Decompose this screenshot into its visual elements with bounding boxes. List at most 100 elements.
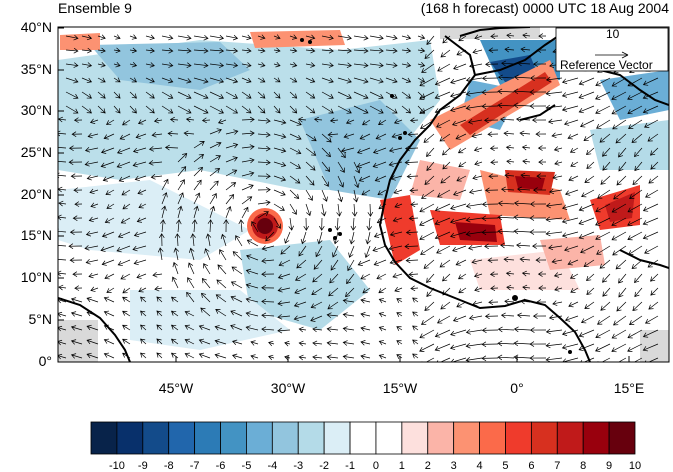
wind-vector <box>326 312 339 318</box>
wind-vector <box>184 352 195 359</box>
wind-vector <box>545 76 563 83</box>
wind-vector <box>389 259 403 265</box>
wind-vector <box>410 201 419 208</box>
wind-vector <box>434 329 451 338</box>
wind-vector <box>184 338 195 345</box>
wind-vector <box>561 105 579 112</box>
wind-vector <box>417 62 426 68</box>
colorbar-swatch <box>297 421 325 455</box>
wind-vector <box>515 116 531 123</box>
wind-vector <box>129 47 138 54</box>
wind-vector <box>618 161 627 172</box>
wind-vector <box>277 273 291 280</box>
wind-vector <box>497 214 515 221</box>
wind-vector <box>392 217 403 223</box>
wind-vector <box>490 33 499 39</box>
wind-vector <box>245 311 259 317</box>
wind-vector <box>261 257 275 264</box>
wind-vector <box>331 245 339 258</box>
wind-vector <box>177 34 192 41</box>
wind-vector <box>122 324 131 331</box>
wind-vector <box>265 231 275 242</box>
wind-vector <box>596 119 611 129</box>
wind-vector <box>378 354 387 360</box>
wind-vector <box>220 233 227 247</box>
colorbar-label: 8 <box>580 460 587 472</box>
wind-vector <box>450 329 467 337</box>
wind-vector <box>261 245 275 251</box>
wind-vector <box>170 324 179 331</box>
wind-vector <box>100 245 115 252</box>
wind-vector <box>138 203 147 209</box>
wind-vector <box>506 284 515 291</box>
wind-vector <box>81 34 93 41</box>
colorbar-label: -2 <box>319 460 330 472</box>
wind-vector <box>570 287 579 293</box>
wind-vector <box>209 62 225 68</box>
wind-vector <box>372 245 387 253</box>
wind-vector <box>602 147 611 157</box>
wind-vector <box>505 144 515 151</box>
wind-vector <box>613 315 627 326</box>
wind-vector <box>320 203 327 217</box>
wind-vector <box>578 217 595 226</box>
wind-vector <box>467 118 483 125</box>
wind-vector <box>337 47 352 54</box>
wind-vector <box>642 329 659 338</box>
wind-vector <box>421 189 435 199</box>
wind-vector <box>284 354 291 361</box>
wind-vector <box>497 74 515 81</box>
wind-vector <box>481 103 499 110</box>
wind-vector <box>618 273 627 284</box>
wind-vector <box>81 62 93 68</box>
wind-vector <box>350 217 357 231</box>
wind-vector <box>532 187 547 193</box>
wind-vector <box>436 245 451 254</box>
wind-vector <box>273 147 287 153</box>
wind-vector <box>193 192 201 205</box>
wind-vector <box>241 171 255 177</box>
wind-vector <box>156 296 163 303</box>
colorbar-swatch <box>246 421 273 455</box>
wind-vector <box>119 133 131 140</box>
wind-vector <box>629 189 643 199</box>
wind-vector <box>436 315 451 324</box>
wind-vector <box>385 47 398 54</box>
wind-vector <box>401 77 412 83</box>
colorbar-swatch <box>427 421 455 455</box>
wind-vector <box>474 34 483 40</box>
wind-vector <box>184 324 195 331</box>
wind-vector <box>58 116 67 123</box>
wind-vector <box>257 159 271 166</box>
wind-vector <box>648 301 659 310</box>
wind-vector <box>420 119 435 129</box>
wind-vector <box>471 258 483 265</box>
wind-vector <box>293 315 307 321</box>
wind-vector <box>140 352 147 359</box>
wind-vector <box>538 159 547 165</box>
wind-vector <box>385 62 398 68</box>
wind-vector <box>209 205 216 219</box>
wind-vector <box>177 153 188 163</box>
wind-vector <box>365 231 371 245</box>
colorbar-swatch <box>505 421 532 455</box>
wind-vector <box>529 341 547 347</box>
wind-vector <box>116 245 131 253</box>
wind-vector <box>378 287 387 294</box>
wind-vector <box>209 105 225 114</box>
wind-vector <box>513 102 531 109</box>
colorbar-swatch <box>479 421 506 455</box>
wind-vector <box>209 34 225 41</box>
wind-vector <box>473 146 483 152</box>
colorbar-label: 10 <box>628 460 642 472</box>
wind-vector <box>257 131 271 138</box>
wind-vector <box>305 77 316 83</box>
wind-vector <box>343 133 355 139</box>
wind-vector <box>261 326 275 333</box>
wind-vector <box>241 34 252 41</box>
wind-vector <box>535 257 547 263</box>
colorbar-label: 9 <box>606 460 613 472</box>
wind-vector <box>404 159 419 166</box>
colorbar-swatch <box>90 421 118 455</box>
wind-vector <box>420 245 435 255</box>
